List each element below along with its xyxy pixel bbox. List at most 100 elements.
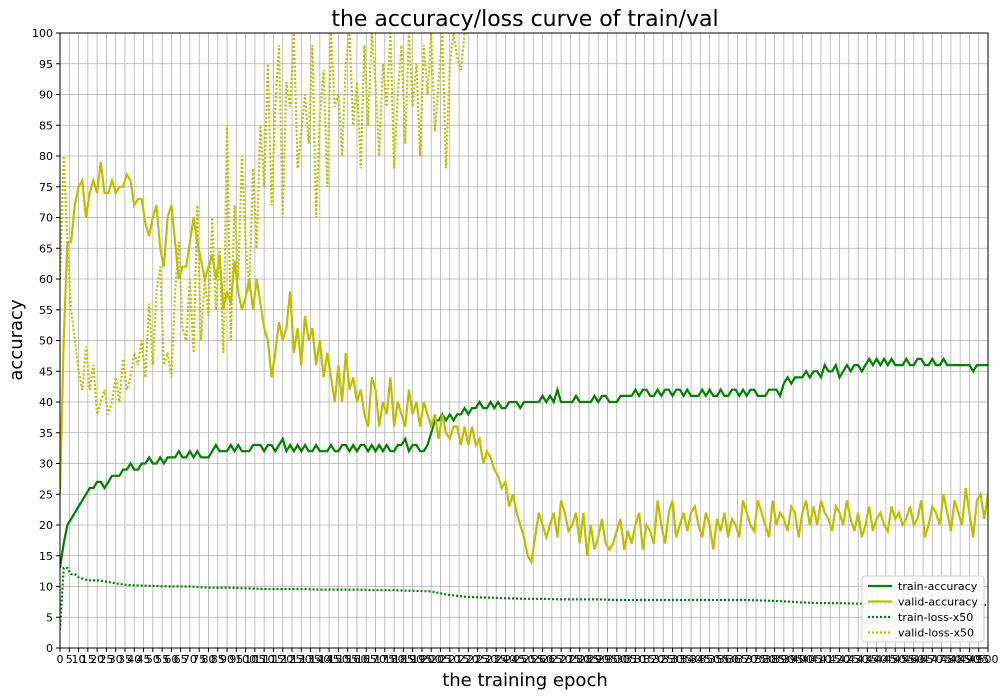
x-tick-label: 405 <box>801 653 822 666</box>
x-tick-label: 145 <box>319 653 340 666</box>
y-tick-label: 100 <box>32 27 53 40</box>
y-tick-label: 65 <box>39 242 53 255</box>
series-line-train-loss-x50 <box>60 566 988 630</box>
x-tick-label: 245 <box>504 653 525 666</box>
x-tick-label: 120 <box>272 653 293 666</box>
legend-label: train-loss-x50 <box>898 611 973 624</box>
x-tick-label: 225 <box>467 653 488 666</box>
x-tick-label: 290 <box>588 653 609 666</box>
grid <box>59 32 989 649</box>
x-tick-label: 125 <box>282 653 303 666</box>
x-tick-label: 200 <box>421 653 442 666</box>
x-tick-label: 30 <box>109 653 123 666</box>
x-tick-label: 235 <box>486 653 507 666</box>
x-tick-label: 495 <box>968 653 989 666</box>
x-tick-label: 380 <box>755 653 776 666</box>
x-tick-label: 50 <box>146 653 160 666</box>
x-tick-label: 25 <box>99 653 113 666</box>
y-tick-label: 25 <box>39 488 53 501</box>
x-tick-label: 240 <box>495 653 516 666</box>
x-tick-label: 110 <box>254 653 275 666</box>
y-tick-label: 60 <box>39 273 53 286</box>
x-tick-label: 95 <box>229 653 243 666</box>
series-line-valid-loss-x50 <box>60 33 469 415</box>
x-tick-label: 5 <box>66 653 73 666</box>
x-tick-label: 465 <box>913 653 934 666</box>
x-tick-label: 480 <box>940 653 961 666</box>
x-tick-label: 425 <box>838 653 859 666</box>
x-tick-label: 175 <box>374 653 395 666</box>
legend-box <box>861 575 985 643</box>
x-tick-label: 60 <box>164 653 178 666</box>
y-tick-label: 50 <box>39 335 53 348</box>
x-tick-label: 10 <box>72 653 86 666</box>
x-tick-label: 400 <box>792 653 813 666</box>
y-ticks: 0 5 10 15 20 25 30 35 40 45 50 55 60 65 70 75 80 85 90 95 10… <box>32 27 60 655</box>
x-tick-label: 300 <box>606 653 627 666</box>
y-tick-label: 85 <box>39 119 53 132</box>
x-tick-label: 395 <box>783 653 804 666</box>
y-tick-label: 90 <box>39 89 53 102</box>
x-tick-label: 435 <box>857 653 878 666</box>
x-tick-label: 140 <box>309 653 330 666</box>
y-tick-label: 5 <box>46 611 53 624</box>
x-tick-label: 250 <box>514 653 535 666</box>
x-tick-label: 130 <box>291 653 312 666</box>
x-tick-label: 470 <box>922 653 943 666</box>
x-tick-label: 55 <box>155 653 169 666</box>
x-tick-label: 180 <box>384 653 405 666</box>
y-tick-label: 20 <box>39 519 53 532</box>
y-tick-label: 40 <box>39 396 53 409</box>
x-tick-label: 475 <box>931 653 952 666</box>
y-axis-label: accuracy <box>6 299 27 381</box>
x-tick-label: 450 <box>885 653 906 666</box>
x-tick-label: 350 <box>699 653 720 666</box>
x-tick-label: 345 <box>690 653 711 666</box>
x-tick-label: 220 <box>458 653 479 666</box>
x-ticks: 0 510152025303540455055606570758085909510… <box>57 648 999 666</box>
x-tick-label: 280 <box>569 653 590 666</box>
chart-title: the accuracy/loss curve of train/val <box>331 7 718 32</box>
x-tick-label: 335 <box>671 653 692 666</box>
x-tick-label: 295 <box>597 653 618 666</box>
series-line-train-accuracy <box>60 356 988 569</box>
x-tick-label: 340 <box>681 653 702 666</box>
x-tick-label: 390 <box>773 653 794 666</box>
x-tick-label: 150 <box>328 653 349 666</box>
y-tick-label: 70 <box>39 212 53 225</box>
x-tick-label: 65 <box>174 653 188 666</box>
x-tick-label: 100 <box>235 653 256 666</box>
y-tick-label: 15 <box>39 550 53 563</box>
x-tick-label: 75 <box>192 653 206 666</box>
x-tick-label: 305 <box>616 653 637 666</box>
x-tick-label: 215 <box>449 653 470 666</box>
y-tick-label: 95 <box>39 58 53 71</box>
y-tick-label: 75 <box>39 181 53 194</box>
x-tick-label: 315 <box>634 653 655 666</box>
legend-label: valid-accuracy <box>898 596 978 609</box>
y-tick-label: 55 <box>39 304 53 317</box>
x-tick-label: 155 <box>337 653 358 666</box>
x-tick-label: 365 <box>727 653 748 666</box>
x-tick-label: 270 <box>551 653 572 666</box>
x-tick-label: 370 <box>736 653 757 666</box>
x-tick-label: 185 <box>393 653 414 666</box>
x-tick-label: 90 <box>220 653 234 666</box>
x-tick-label: 445 <box>875 653 896 666</box>
x-tick-label: 285 <box>578 653 599 666</box>
y-tick-label: 10 <box>39 581 53 594</box>
legend: train-accuracy valid-accuracy train-loss-x… <box>861 575 985 643</box>
x-tick-label: 0 <box>57 653 64 666</box>
y-tick-label: 80 <box>39 150 53 163</box>
x-tick-label: 330 <box>662 653 683 666</box>
x-tick-label: 85 <box>211 653 225 666</box>
x-tick-label: 460 <box>903 653 924 666</box>
x-tick-label: 170 <box>365 653 386 666</box>
x-tick-label: 230 <box>476 653 497 666</box>
x-tick-label: 355 <box>708 653 729 666</box>
x-tick-label: 415 <box>820 653 841 666</box>
x-tick-label: 420 <box>829 653 850 666</box>
series-lines <box>60 33 988 630</box>
